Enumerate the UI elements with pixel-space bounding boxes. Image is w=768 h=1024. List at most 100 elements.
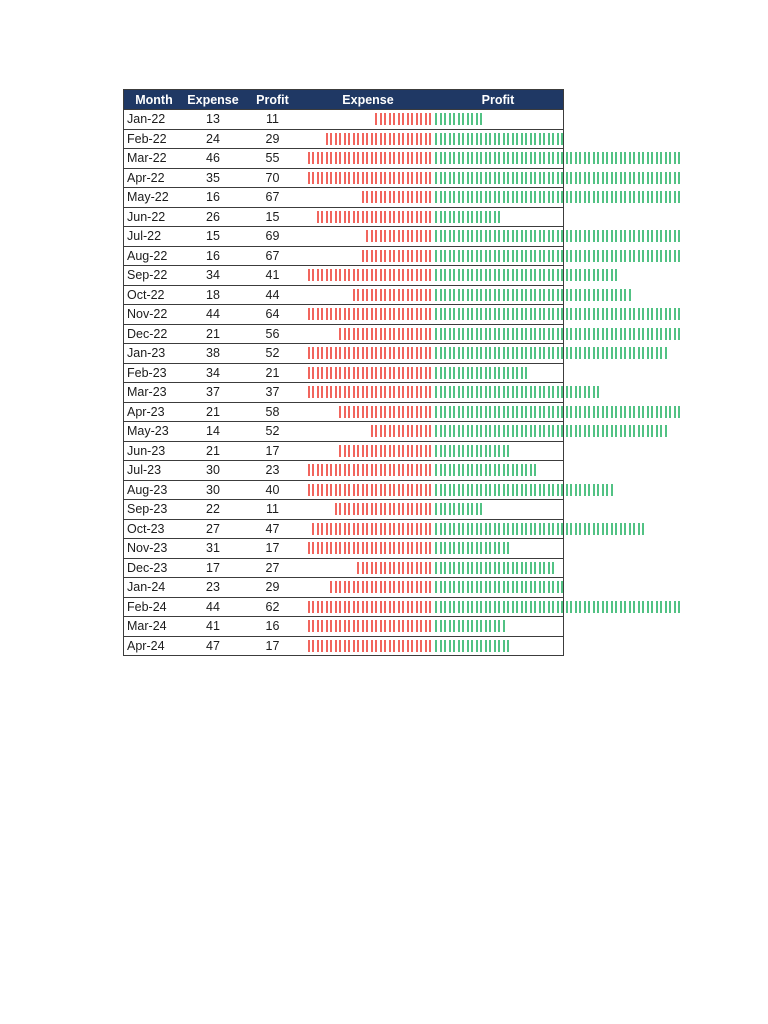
expense-bar-cell [303,578,433,597]
expense-value-cell: 16 [206,248,220,263]
profit-bar [435,483,613,496]
column-header-expense: Expense [187,92,239,107]
expense-bar-cell [303,520,433,539]
expense-bar [307,308,431,321]
profit-bar [435,503,482,516]
profit-bar-cell [433,344,667,363]
profit-bar-cell [433,383,599,402]
table-row: Jan-22 13 11 [124,109,563,129]
table-row: Apr-24 47 17 [124,635,563,656]
month-cell: Aug-23 [127,482,168,497]
profit-bar-cell [433,286,631,305]
expense-bar-cell [303,598,433,617]
profit-value-cell: 11 [266,502,279,517]
profit-value-cell: 11 [266,112,279,127]
month-cell: Feb-24 [127,599,167,614]
table-row: Oct-23 27 47 [124,518,644,539]
expense-bar [307,600,431,613]
profit-bar-cell [433,442,563,461]
expense-bar-cell [303,442,433,461]
profit-bar [435,600,680,613]
expense-value-cell: 16 [206,190,220,205]
profit-bar-cell [433,598,680,617]
profit-value-cell: 70 [265,170,280,185]
profit-bar-cell [433,169,680,188]
profit-value-cell: 62 [265,599,280,614]
month-cell: Sep-23 [127,502,168,517]
expense-value-cell: 34 [206,365,220,380]
expense-value-cell: 26 [206,209,220,224]
expense-value-cell: 44 [206,307,220,322]
profit-value-cell: 55 [265,151,280,166]
expense-bar-cell [303,364,433,383]
profit-bar [435,639,509,652]
expense-bar [366,230,431,243]
table-row: Nov-22 44 64 [124,304,680,324]
month-cell: Sep-22 [127,268,168,283]
expense-value-cell: 18 [206,287,220,302]
profit-value-cell: 37 [265,385,280,400]
profit-bar-cell [433,617,563,636]
profit-bar-cell [433,403,680,422]
month-cell: Oct-23 [127,521,165,536]
profit-value-cell: 16 [265,619,280,634]
table-row: Dec-22 21 56 [124,323,680,344]
expense-bar [307,152,431,165]
expense-bar-cell [303,617,433,636]
month-cell: Mar-22 [127,151,167,166]
expense-profit-table: Month Expense Profit Expense Profit Jan-… [123,89,680,656]
profit-bar [435,191,680,204]
expense-bar-cell [303,403,433,422]
expense-bar-cell [303,481,433,500]
column-header-profit: Profit [256,92,289,107]
expense-bar [325,132,431,145]
table-row: Feb-23 34 21 [124,362,563,383]
month-cell: Dec-23 [127,560,168,575]
profit-bar-cell [433,305,680,324]
expense-value-cell: 22 [206,502,220,517]
expense-value-cell: 24 [206,131,220,146]
profit-value-cell: 27 [265,560,280,575]
expense-bar-cell [303,208,433,227]
profit-bar-cell [433,500,563,519]
expense-bar-cell [303,539,433,558]
month-cell: Jul-22 [127,229,162,244]
table-row: May-22 16 67 [124,187,680,207]
expense-value-cell: 21 [206,326,220,341]
profit-value-cell: 58 [265,404,280,419]
profit-bar [435,405,680,418]
profit-value-cell: 40 [265,482,280,497]
profit-bar [435,132,563,145]
month-cell: Jan-23 [127,346,166,361]
expense-bar-cell [303,130,433,149]
profit-value-cell: 69 [265,229,280,244]
expense-value-cell: 35 [206,170,220,185]
expense-value-cell: 23 [206,580,220,595]
expense-bar-cell [303,169,433,188]
profit-bar-cell [433,364,563,383]
profit-bar [435,113,482,126]
table-row: Nov-23 31 17 [124,538,563,558]
expense-value-cell: 30 [206,463,220,478]
table-row: Mar-22 46 55 [124,148,680,168]
profit-bar-cell [433,461,563,480]
month-cell: Dec-22 [127,326,168,341]
expense-value-cell: 34 [206,268,220,283]
profit-bar [435,210,500,223]
table-row: Oct-22 18 44 [124,284,631,305]
expense-value-cell: 44 [206,599,220,614]
profit-bar-cell [433,325,680,344]
expense-value-cell: 14 [206,424,220,439]
expense-bar [307,386,431,399]
expense-bar [307,542,431,555]
expense-bar [370,425,431,438]
month-cell: May-23 [127,424,169,439]
profit-bar-cell [433,422,667,441]
expense-value-cell: 21 [206,404,220,419]
month-cell: Jul-23 [127,463,162,478]
expense-bar-cell [303,247,433,266]
table-row: Feb-24 44 62 [124,596,680,617]
expense-bar [361,249,431,262]
expense-bar [312,522,431,535]
profit-value-cell: 56 [265,326,280,341]
